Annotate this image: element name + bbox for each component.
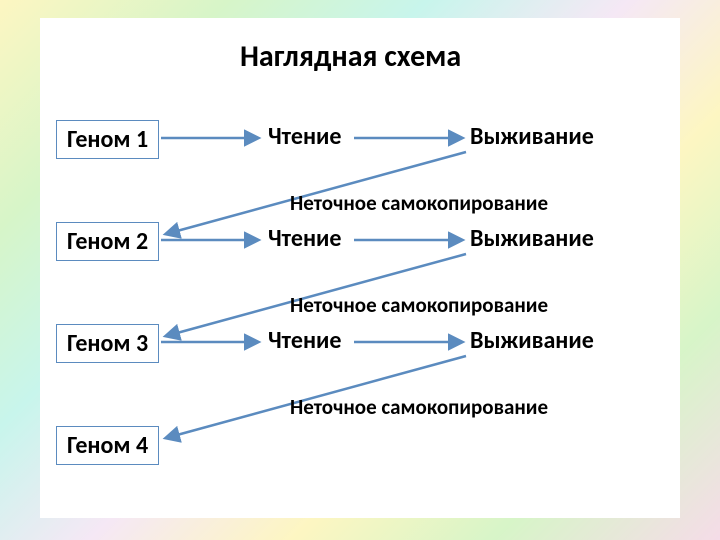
- survival-label-3: Выживание: [470, 326, 594, 355]
- genome-box-2: Геном 2: [56, 222, 159, 261]
- copy-label-3: Неточное самокопирование: [290, 394, 548, 420]
- survival-label-2: Выживание: [470, 224, 594, 253]
- reading-label-3: Чтение: [268, 326, 341, 355]
- reading-label-1: Чтение: [268, 122, 341, 151]
- diagram-title: Наглядная схема: [240, 38, 461, 75]
- genome-box-1: Геном 1: [56, 120, 159, 159]
- genome-box-4: Геном 4: [56, 426, 159, 465]
- copy-label-1: Неточное самокопирование: [290, 190, 548, 216]
- survival-label-1: Выживание: [470, 122, 594, 151]
- copy-label-2: Неточное самокопирование: [290, 292, 548, 318]
- reading-label-2: Чтение: [268, 224, 341, 253]
- genome-box-3: Геном 3: [56, 324, 159, 363]
